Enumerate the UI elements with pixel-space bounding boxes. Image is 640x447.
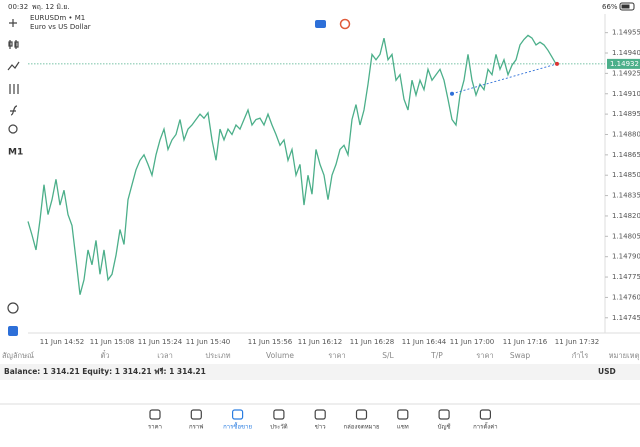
function-tool[interactable] [10,105,18,116]
column-header: ราคา [476,351,493,360]
trade-open [450,91,454,96]
flag-icon[interactable] [315,20,326,28]
column-header: T/P [430,351,443,360]
tab-icon[interactable] [438,409,450,420]
tab-label[interactable]: กล่องจดหมาย [343,424,379,431]
tab-icon[interactable] [314,409,326,420]
y-tick-label: 1.14790 [612,253,640,261]
zoom-tool[interactable] [7,302,19,314]
y-tick-label: 1.14805 [612,232,640,240]
y-tick-label: 1.14955 [612,29,640,37]
tab-label[interactable]: ข่าว [315,424,326,431]
timeframe[interactable]: M1 [8,148,23,158]
column-header: ราคา [328,351,345,360]
symbol-description: Euro vs US Dollar [30,23,91,31]
y-tick-label: 1.14895 [612,110,640,118]
trade-close [555,61,559,66]
left-toolbar: M1 [7,19,23,336]
y-tick-label: 1.14940 [612,49,640,57]
x-tick-label: 11 Jun 17:16 [503,338,548,346]
tab-label[interactable]: การซื้อขาย [223,421,252,431]
tab-label[interactable]: ประวัติ [270,424,288,431]
settings-tool[interactable] [9,84,19,94]
tab-label[interactable]: บัญชี [438,423,451,431]
status-battery: 66% [602,3,618,11]
tab-icon[interactable] [479,409,491,420]
crosshair-tool[interactable] [9,19,17,27]
tab-icon[interactable] [355,409,368,420]
y-tick-label: 1.14745 [612,314,640,322]
x-tick-label: 11 Jun 16:28 [350,338,394,346]
y-tick-label: 1.14865 [612,151,640,159]
tab-label[interactable]: การตั้งค่า [473,421,497,431]
x-tick-label: 11 Jun 15:08 [90,338,134,346]
column-header: Swap [510,351,530,360]
tab-icon[interactable] [397,409,409,420]
tab-icon[interactable] [273,409,285,420]
trade-tool[interactable] [8,326,18,336]
y-tick-label: 1.14820 [612,212,640,220]
column-header: ตั๋ว [100,350,109,360]
price-line [27,34,557,295]
x-tick-label: 11 Jun 15:24 [138,338,183,346]
x-tick-label: 11 Jun 17:32 [555,338,599,346]
tab-label[interactable]: แชท [397,424,409,431]
y-tick-label: 1.14850 [612,171,640,179]
column-header: เวลา [157,351,173,360]
y-tick-label: 1.14775 [612,273,640,281]
trade-line [451,63,558,95]
y-tick-label: 1.14910 [612,90,640,98]
currency: USD [598,367,616,376]
current-price-box [607,58,640,69]
signal-icon[interactable] [339,18,351,30]
column-header: สัญลักษณ์ [2,351,34,360]
y-tick-label: 1.14760 [612,293,640,301]
tab-icon[interactable] [232,409,244,420]
x-tick-label: 11 Jun 15:56 [248,338,293,346]
balance-bar [0,364,640,380]
column-header: หมายเหตุ [609,351,640,360]
y-tick-label: 1.14925 [612,69,640,77]
tab-label[interactable]: กราฟ [189,424,203,431]
current-price-label: 1.14932 [610,60,639,68]
column-header: กำไร [572,351,589,360]
tab-icon[interactable] [149,409,161,420]
x-tick-label: 11 Jun 15:40 [186,338,230,346]
battery-icon [619,2,635,11]
column-header: S/L [382,351,394,360]
shapes-tool[interactable] [8,124,18,134]
indicator-tool[interactable] [7,61,20,71]
x-tick-label: 11 Jun 16:12 [298,338,342,346]
x-tick-label: 11 Jun 16:44 [402,338,447,346]
symbol: EURUSDm • M1 [30,14,85,22]
x-tick-label: 11 Jun 14:52 [40,338,84,346]
battery-level [621,4,630,9]
status-time: 00:32 [8,3,28,11]
status-date: พฤ. 12 มิ.ย. [32,3,70,11]
chart-type-tool[interactable] [8,40,19,49]
y-tick-label: 1.14880 [612,130,640,138]
x-tick-label: 11 Jun 17:00 [450,338,494,346]
y-tick-label: 1.14835 [612,192,640,200]
column-header: ประเภท [205,351,230,360]
balance: Balance: 1 314.21 Equity: 1 314.21 ฟรี: … [4,367,206,376]
column-header: Volume [266,351,294,360]
tab-label[interactable]: ราคา [148,424,162,431]
tab-icon[interactable] [190,409,202,420]
